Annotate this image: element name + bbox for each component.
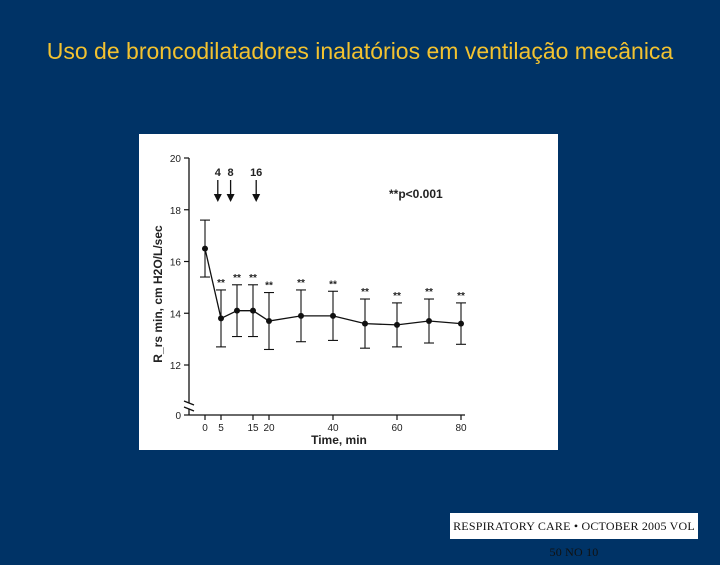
significance-mark: ** — [393, 291, 401, 302]
significance-mark: ** — [217, 278, 225, 289]
x-tick-label: 5 — [218, 423, 224, 434]
series-rrs: ** ** ** ** ** ** ** ** ** ** — [200, 219, 466, 351]
significance-mark: ** — [265, 281, 273, 292]
data-point — [394, 321, 400, 328]
y-tick-label: 12 — [170, 361, 182, 372]
significance-mark: ** — [361, 287, 369, 298]
data-point — [250, 307, 256, 314]
x-tick-label: 20 — [263, 423, 275, 434]
data-point — [234, 307, 240, 314]
y-tick-label: 14 — [170, 309, 182, 320]
data-point — [202, 245, 208, 252]
dose-arrow-head — [213, 194, 222, 202]
data-point — [218, 315, 224, 322]
significance-mark: ** — [233, 273, 241, 284]
journal-citation: RESPIRATORY CARE • OCTOBER 2005 VOL 50 N… — [450, 513, 698, 559]
data-point — [362, 320, 368, 327]
y-tick-label: 18 — [170, 206, 182, 217]
significance-mark: ** — [457, 291, 465, 302]
significance-mark: ** — [297, 278, 305, 289]
dose-arrow-label: 4 — [215, 167, 222, 179]
axis-labels: R_rs min, cm H2O/L/sec Time, min **p<0.0… — [151, 187, 443, 447]
dose-arrow-label: 8 — [228, 167, 234, 179]
significance-mark: ** — [329, 279, 337, 290]
data-point — [298, 312, 304, 319]
axis-break-mark — [183, 400, 195, 406]
data-point — [266, 318, 272, 325]
significance-mark: ** — [425, 287, 433, 298]
significance-annotation: **p<0.001 — [389, 187, 443, 201]
x-tick-label: 80 — [455, 423, 467, 434]
y-tick-label: 20 — [170, 154, 182, 165]
data-point — [330, 312, 336, 319]
x-axis-label: Time, min — [311, 433, 367, 447]
dose-arrow-head — [252, 194, 261, 202]
x-tick-label: 40 — [327, 423, 339, 434]
x-tick-label: 0 — [202, 423, 208, 434]
dose-arrows: 4 8 16 — [213, 167, 262, 202]
dose-arrow-head — [226, 194, 235, 202]
significance-mark: ** — [249, 273, 257, 284]
data-point — [426, 318, 432, 325]
y-axis-label: R_rs min, cm H2O/L/sec — [151, 225, 165, 363]
y-tick-label: 16 — [170, 258, 182, 269]
x-tick-label: 60 — [391, 423, 403, 434]
y-tick-label: 0 — [175, 411, 181, 422]
slide-title: Uso de broncodilatadores inalatórios em … — [46, 38, 674, 64]
chart-panel: 0 12 14 16 18 20 0 5 15 20 40 60 80 4 8 16 ** ** ** ** ** *… — [139, 134, 558, 450]
axes — [183, 158, 465, 416]
dose-arrow-label: 16 — [250, 167, 262, 179]
data-point — [458, 320, 464, 327]
x-tick-label: 15 — [247, 423, 259, 434]
